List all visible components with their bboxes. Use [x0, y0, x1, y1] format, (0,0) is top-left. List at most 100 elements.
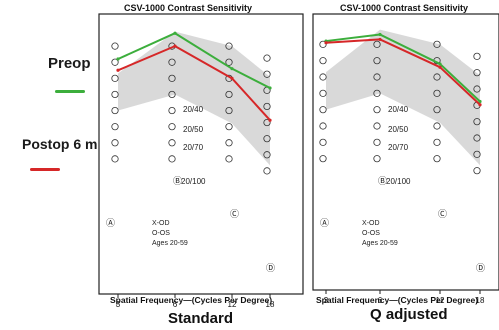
data-point	[478, 103, 482, 107]
data-point	[478, 99, 482, 104]
x-tick-label: 3	[116, 300, 121, 309]
legend-preop-label: Preop	[48, 55, 91, 72]
acuity-label: 20/70	[183, 143, 204, 152]
patch-marker	[433, 122, 441, 130]
patch-marker	[473, 150, 481, 158]
data-point	[378, 32, 382, 37]
patch-marker	[225, 42, 233, 50]
acuity-label: 20/40	[183, 105, 204, 114]
patch-marker	[373, 73, 381, 81]
patch-marker	[373, 122, 381, 130]
acuity-label: 20/100	[181, 177, 206, 186]
acuity-label: 20/40	[388, 105, 409, 114]
x-tick-label: 18	[266, 300, 275, 309]
patch-marker	[111, 106, 119, 115]
patch-marker	[263, 70, 271, 78]
patch-marker	[373, 155, 381, 163]
patch-marker	[111, 42, 119, 50]
side-label: Ⓓ	[476, 263, 485, 273]
side-label: Ⓒ	[438, 209, 447, 219]
data-point	[173, 44, 177, 48]
data-point	[438, 65, 442, 69]
patch-marker	[433, 106, 441, 114]
patch-marker	[473, 52, 481, 60]
patch-marker	[319, 106, 327, 114]
patch-marker	[263, 54, 271, 62]
patch-marker	[225, 123, 233, 131]
patch-marker	[168, 74, 176, 82]
patch-marker	[319, 40, 327, 48]
patch-marker	[473, 118, 481, 126]
patch-marker	[433, 89, 441, 97]
side-label: Ⓒ	[230, 209, 239, 219]
acuity-label: 20/50	[183, 125, 204, 134]
patch-marker	[168, 106, 176, 115]
side-label: Ⓐ	[320, 218, 329, 228]
patch-marker	[168, 58, 176, 66]
patch-marker	[433, 73, 441, 81]
chart-q-adjusted: CSV-1000 Contrast Sensitivity Ⓐ Ⓑ Ⓒ Ⓓ 20/40 20…	[312, 0, 499, 310]
patch-marker	[111, 74, 119, 82]
chart-q-adjusted-svg: CSV-1000 Contrast Sensitivity Ⓐ Ⓑ Ⓒ Ⓓ 20/40 20…	[312, 3, 499, 305]
patch-marker	[433, 40, 441, 48]
patch-marker	[111, 90, 119, 99]
data-point	[116, 57, 120, 61]
patch-marker	[111, 123, 119, 131]
patch-marker	[373, 138, 381, 146]
x-tick-label: 12	[436, 296, 445, 305]
x-tick-label: 6	[173, 300, 178, 309]
legend-postop-label: Postop 6 m	[22, 136, 98, 152]
patch-marker	[473, 69, 481, 77]
patch-marker	[263, 118, 271, 127]
patch-marker	[263, 135, 271, 143]
caption-q-adjusted: Q adjusted	[370, 306, 448, 323]
patch-marker	[111, 139, 119, 147]
patch-marker	[473, 134, 481, 142]
patch-marker	[225, 139, 233, 147]
acuity-label: 20/100	[386, 177, 411, 186]
patch-marker	[319, 122, 327, 130]
key-item: X-OD	[362, 220, 380, 227]
patch-marker	[473, 167, 481, 175]
side-label: Ⓑ	[173, 176, 182, 186]
caption-standard: Standard	[168, 310, 234, 327]
patch-marker	[225, 58, 233, 66]
patch-marker	[319, 155, 327, 163]
chart-title: CSV-1000 Contrast Sensitivity	[124, 3, 252, 13]
patch-marker	[433, 155, 441, 163]
legend-preop-line	[55, 90, 85, 93]
key-item: Ages 20-59	[152, 240, 188, 247]
key-item: O-OS	[152, 230, 170, 237]
patch-marker	[373, 89, 381, 97]
patch-marker	[168, 155, 176, 163]
patch-marker	[168, 90, 176, 99]
x-tick-label: 18	[476, 296, 485, 305]
patch-marker	[263, 102, 271, 111]
chart-standard-svg: CSV-1000 Contrast Sensitivity Ⓐ Ⓑ Ⓒ Ⓓ 20/40 20…	[98, 3, 304, 309]
acuity-label: 20/70	[388, 143, 409, 152]
x-axis-label: Spatial Frequency—(Cycles Per Degree)	[316, 295, 478, 305]
patch-marker	[225, 106, 233, 115]
side-label: Ⓑ	[378, 176, 387, 186]
data-point	[324, 41, 328, 45]
key-item: X-OD	[152, 220, 170, 227]
patch-marker	[111, 155, 119, 163]
data-point	[378, 37, 382, 42]
data-point	[230, 76, 234, 80]
patch-marker	[168, 123, 176, 131]
patch-marker	[225, 90, 233, 99]
patch-marker	[433, 138, 441, 146]
key-item: Ages 20-59	[362, 240, 398, 247]
series-line-preop	[325, 33, 481, 103]
data-point	[268, 118, 272, 122]
data-point	[116, 68, 120, 72]
acuity-label: 20/50	[388, 125, 409, 134]
side-label: Ⓐ	[106, 218, 115, 228]
series-line-postop-6-m	[325, 38, 481, 106]
series-line-postop-6-m	[117, 45, 271, 122]
chart-standard: CSV-1000 Contrast Sensitivity Ⓐ Ⓑ Ⓒ Ⓓ 20/40 20…	[98, 0, 304, 310]
x-tick-label: 3	[324, 296, 329, 305]
patch-marker	[263, 167, 271, 175]
patch-marker	[319, 89, 327, 97]
patch-marker	[319, 57, 327, 65]
